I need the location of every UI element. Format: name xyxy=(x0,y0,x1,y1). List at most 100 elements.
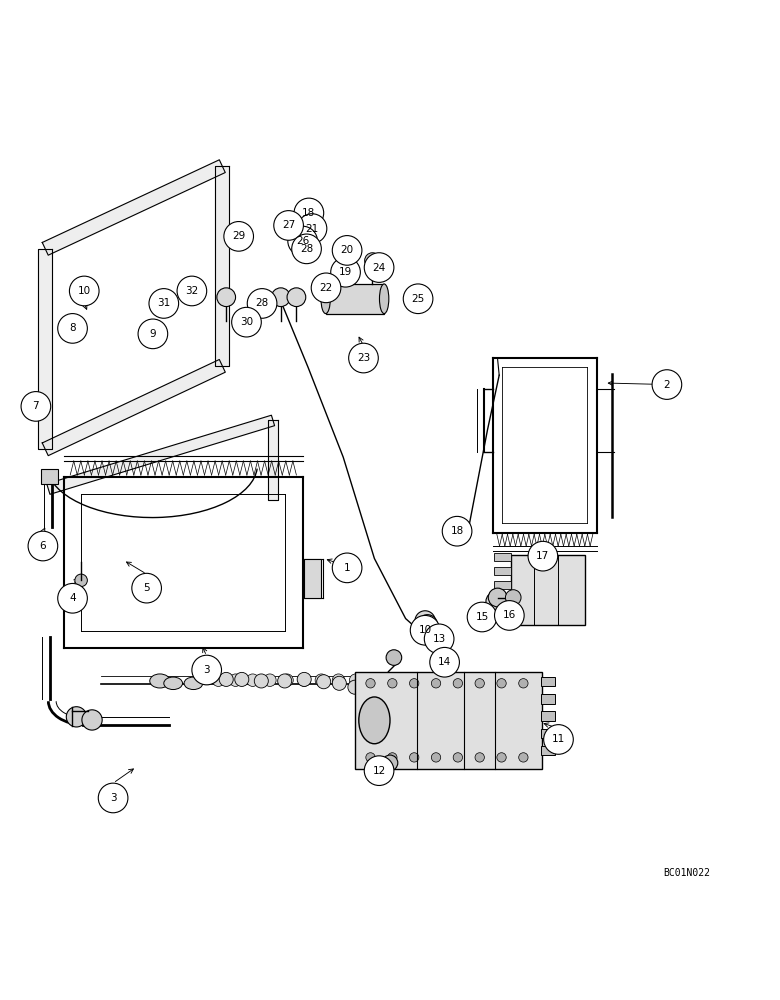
Polygon shape xyxy=(42,359,225,456)
Circle shape xyxy=(138,319,168,349)
Text: 21: 21 xyxy=(306,224,318,234)
Circle shape xyxy=(410,753,419,762)
Text: BC01N022: BC01N022 xyxy=(663,868,710,878)
Circle shape xyxy=(427,629,449,651)
Circle shape xyxy=(297,672,311,686)
Text: 29: 29 xyxy=(232,231,245,241)
Bar xyxy=(494,581,511,589)
Text: 8: 8 xyxy=(69,323,76,333)
Text: 28: 28 xyxy=(256,298,268,308)
Text: 12: 12 xyxy=(373,766,385,776)
Circle shape xyxy=(58,583,87,613)
Text: 16: 16 xyxy=(503,610,516,620)
Circle shape xyxy=(488,588,507,607)
Text: 22: 22 xyxy=(320,283,332,293)
Text: 13: 13 xyxy=(433,634,445,644)
Text: 25: 25 xyxy=(412,294,424,304)
Circle shape xyxy=(274,211,303,240)
Text: 30: 30 xyxy=(240,317,253,327)
Circle shape xyxy=(442,516,472,546)
Circle shape xyxy=(217,288,236,307)
Text: 18: 18 xyxy=(303,208,315,218)
Ellipse shape xyxy=(164,677,183,690)
Polygon shape xyxy=(47,415,275,494)
Polygon shape xyxy=(215,166,229,366)
Circle shape xyxy=(364,253,394,282)
Text: 14: 14 xyxy=(438,657,451,667)
Circle shape xyxy=(271,288,290,307)
Bar xyxy=(511,555,585,625)
Circle shape xyxy=(232,307,261,337)
Circle shape xyxy=(544,725,573,754)
Bar xyxy=(541,694,555,704)
Circle shape xyxy=(317,675,331,689)
Circle shape xyxy=(367,674,379,686)
Text: 26: 26 xyxy=(296,236,309,246)
Ellipse shape xyxy=(432,661,449,674)
Circle shape xyxy=(315,674,328,686)
Bar xyxy=(541,711,555,721)
Circle shape xyxy=(364,756,394,785)
Circle shape xyxy=(424,624,454,654)
Circle shape xyxy=(382,755,398,771)
Text: 11: 11 xyxy=(552,734,565,744)
Circle shape xyxy=(386,650,402,665)
Circle shape xyxy=(246,674,259,686)
Circle shape xyxy=(297,214,327,243)
Circle shape xyxy=(75,574,87,587)
Circle shape xyxy=(453,753,463,762)
Circle shape xyxy=(224,222,254,251)
Circle shape xyxy=(429,629,452,652)
Circle shape xyxy=(58,314,87,343)
Circle shape xyxy=(364,253,381,268)
Circle shape xyxy=(652,370,682,399)
Circle shape xyxy=(486,592,505,611)
Circle shape xyxy=(348,680,362,694)
Text: 17: 17 xyxy=(537,551,549,561)
Circle shape xyxy=(177,276,207,306)
Circle shape xyxy=(475,753,484,762)
Circle shape xyxy=(410,615,440,645)
Circle shape xyxy=(497,679,506,688)
Circle shape xyxy=(388,753,397,762)
Ellipse shape xyxy=(150,674,170,688)
Bar xyxy=(41,469,58,484)
Polygon shape xyxy=(268,420,278,500)
Text: 27: 27 xyxy=(282,220,295,230)
Text: 15: 15 xyxy=(476,612,488,622)
Text: 28: 28 xyxy=(300,244,313,254)
Circle shape xyxy=(254,674,268,688)
Circle shape xyxy=(40,541,51,552)
Circle shape xyxy=(292,234,321,264)
Circle shape xyxy=(332,674,345,686)
Circle shape xyxy=(417,615,438,635)
Circle shape xyxy=(528,541,558,571)
Text: 31: 31 xyxy=(158,298,170,308)
Ellipse shape xyxy=(321,284,331,314)
Circle shape xyxy=(415,611,435,631)
Bar xyxy=(304,558,321,597)
Circle shape xyxy=(430,647,459,677)
Text: 7: 7 xyxy=(33,401,39,411)
Circle shape xyxy=(287,288,306,307)
Circle shape xyxy=(366,753,375,762)
Circle shape xyxy=(349,674,362,686)
Bar xyxy=(494,595,511,603)
Text: 3: 3 xyxy=(110,793,116,803)
Text: 24: 24 xyxy=(373,263,385,273)
Circle shape xyxy=(212,674,225,686)
Text: 3: 3 xyxy=(204,665,210,675)
Circle shape xyxy=(332,236,362,265)
Circle shape xyxy=(332,676,346,690)
Bar xyxy=(355,672,542,769)
Circle shape xyxy=(298,674,310,686)
Circle shape xyxy=(331,257,360,287)
Circle shape xyxy=(453,679,463,688)
Polygon shape xyxy=(42,160,225,255)
Circle shape xyxy=(219,672,233,686)
Text: 19: 19 xyxy=(339,267,352,277)
Circle shape xyxy=(349,343,378,373)
Circle shape xyxy=(495,601,524,630)
Bar xyxy=(541,677,555,686)
Circle shape xyxy=(229,674,242,686)
